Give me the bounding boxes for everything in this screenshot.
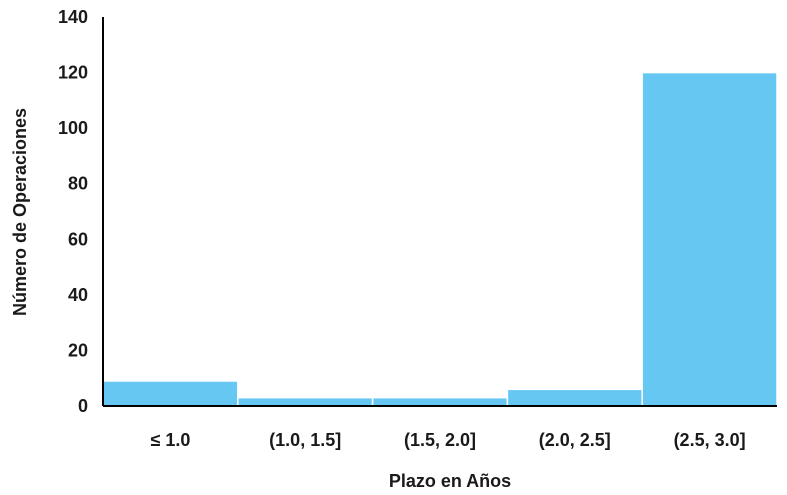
- y-tick-label: 60: [68, 229, 88, 249]
- y-tick-label: 100: [58, 118, 88, 138]
- x-tick-label: (2.5, 3.0]: [674, 430, 746, 450]
- y-tick-label: 140: [58, 7, 88, 27]
- x-tick-label: ≤ 1.0: [150, 430, 190, 450]
- bar-5: [641, 71, 778, 407]
- y-tick-labels: 0 20 40 60 80 100 120 140: [58, 7, 88, 416]
- bar-2: [237, 396, 374, 407]
- y-axis-title: Número de Operaciones: [10, 108, 30, 316]
- x-tick-label: (1.0, 1.5]: [269, 430, 341, 450]
- y-tick-label: 20: [68, 340, 88, 360]
- y-tick-label: 0: [78, 396, 88, 416]
- bars-group: [102, 71, 778, 407]
- y-tick-label: 40: [68, 285, 88, 305]
- y-tick-label: 80: [68, 174, 88, 194]
- x-tick-label: (2.0, 2.5]: [539, 430, 611, 450]
- x-tick-label: (1.5, 2.0]: [404, 430, 476, 450]
- y-tick-label: 120: [58, 63, 88, 83]
- x-axis-title: Plazo en Años: [389, 471, 511, 491]
- x-tick-labels: ≤ 1.0 (1.0, 1.5] (1.5, 2.0] (2.0, 2.5] (2.5,…: [150, 430, 745, 450]
- bar-3: [371, 396, 509, 407]
- bar-4: [506, 388, 643, 407]
- bar-1: [102, 380, 239, 407]
